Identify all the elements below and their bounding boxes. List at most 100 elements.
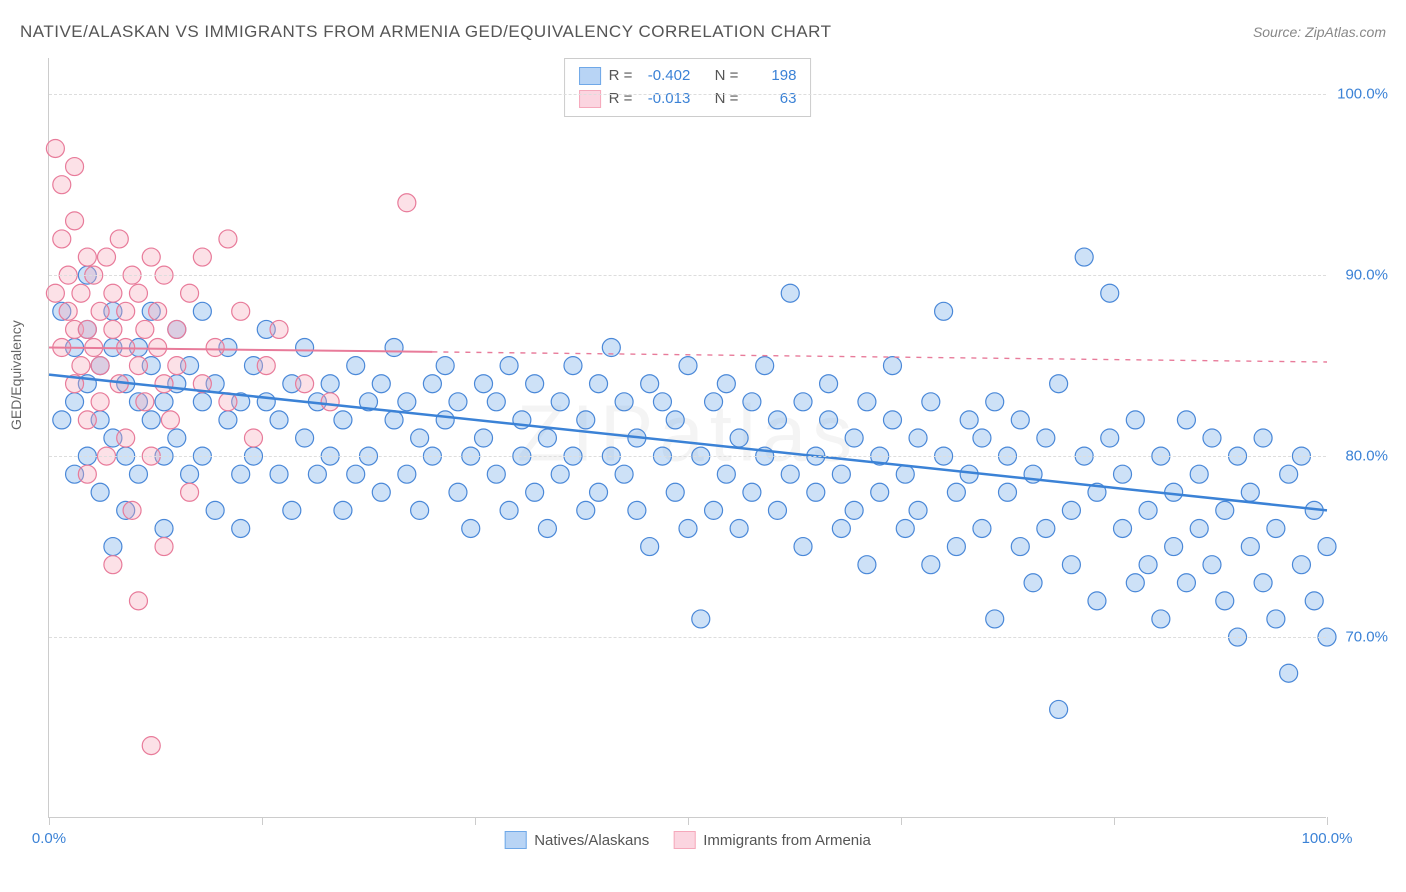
data-point-natives <box>666 483 684 501</box>
data-point-natives <box>781 465 799 483</box>
legend-label-natives: Natives/Alaskans <box>534 832 649 849</box>
plot-area: ZIPatlas R = -0.402 N = 198 R = -0.013 N… <box>48 58 1326 818</box>
data-point-armenia <box>129 284 147 302</box>
data-point-armenia <box>168 320 186 338</box>
data-point-natives <box>308 465 326 483</box>
data-point-natives <box>334 411 352 429</box>
data-point-natives <box>883 357 901 375</box>
gridline <box>49 275 1326 276</box>
data-point-natives <box>1216 592 1234 610</box>
data-point-natives <box>91 483 109 501</box>
data-point-armenia <box>149 339 167 357</box>
data-point-armenia <box>59 302 77 320</box>
data-point-armenia <box>168 357 186 375</box>
data-point-natives <box>896 465 914 483</box>
data-point-armenia <box>104 556 122 574</box>
data-point-natives <box>475 429 493 447</box>
data-point-natives <box>1088 592 1106 610</box>
data-point-armenia <box>270 320 288 338</box>
data-point-natives <box>385 411 403 429</box>
stat-R-label: R = <box>609 88 633 111</box>
data-point-armenia <box>232 302 250 320</box>
xtick <box>688 817 689 825</box>
data-point-natives <box>730 429 748 447</box>
legend-swatch-natives <box>504 831 526 849</box>
data-point-natives <box>538 519 556 537</box>
data-point-natives <box>436 411 454 429</box>
data-point-armenia <box>136 320 154 338</box>
data-point-natives <box>1177 411 1195 429</box>
data-point-natives <box>1050 700 1068 718</box>
data-point-natives <box>717 375 735 393</box>
data-point-armenia <box>72 284 90 302</box>
legend-label-armenia: Immigrants from Armenia <box>703 832 871 849</box>
data-point-natives <box>577 411 595 429</box>
data-point-natives <box>1292 556 1310 574</box>
data-point-natives <box>1305 592 1323 610</box>
data-point-natives <box>692 610 710 628</box>
data-point-natives <box>820 375 838 393</box>
data-point-natives <box>168 429 186 447</box>
data-point-natives <box>947 538 965 556</box>
data-point-natives <box>372 483 390 501</box>
data-point-natives <box>768 501 786 519</box>
data-point-armenia <box>142 737 160 755</box>
data-point-armenia <box>46 139 64 157</box>
data-point-natives <box>1280 465 1298 483</box>
ytick-label: 100.0% <box>1337 86 1388 103</box>
data-point-armenia <box>136 393 154 411</box>
data-point-natives <box>411 501 429 519</box>
data-point-natives <box>270 465 288 483</box>
ytick-label: 70.0% <box>1345 629 1388 646</box>
data-point-natives <box>551 465 569 483</box>
gridline <box>49 456 1326 457</box>
stat-R-natives: -0.402 <box>640 65 690 88</box>
data-point-natives <box>1075 248 1093 266</box>
data-point-natives <box>500 357 518 375</box>
data-point-armenia <box>149 302 167 320</box>
data-point-natives <box>794 393 812 411</box>
xtick-label: 0.0% <box>32 830 66 847</box>
data-point-armenia <box>78 411 96 429</box>
data-point-natives <box>232 465 250 483</box>
data-point-natives <box>794 538 812 556</box>
data-point-natives <box>960 411 978 429</box>
data-point-natives <box>832 465 850 483</box>
data-point-natives <box>705 393 723 411</box>
stat-N-natives: 198 <box>746 65 796 88</box>
y-axis-label: GED/Equivalency <box>8 320 24 430</box>
data-point-armenia <box>66 212 84 230</box>
data-point-natives <box>1203 556 1221 574</box>
data-point-natives <box>999 483 1017 501</box>
data-point-natives <box>347 357 365 375</box>
data-point-natives <box>296 339 314 357</box>
data-point-natives <box>500 501 518 519</box>
data-point-natives <box>155 393 173 411</box>
data-point-natives <box>1190 465 1208 483</box>
correlation-stats-box: R = -0.402 N = 198 R = -0.013 N = 63 <box>564 58 812 117</box>
data-point-natives <box>883 411 901 429</box>
data-point-natives <box>705 501 723 519</box>
data-point-armenia <box>78 465 96 483</box>
data-point-armenia <box>110 230 128 248</box>
data-point-armenia <box>257 357 275 375</box>
data-point-armenia <box>398 194 416 212</box>
data-point-natives <box>858 393 876 411</box>
data-point-armenia <box>46 284 64 302</box>
data-point-armenia <box>161 411 179 429</box>
data-point-natives <box>538 429 556 447</box>
data-point-natives <box>1216 501 1234 519</box>
xtick <box>262 817 263 825</box>
data-point-natives <box>845 501 863 519</box>
data-point-natives <box>896 519 914 537</box>
xtick <box>1327 817 1328 825</box>
data-point-natives <box>257 393 275 411</box>
data-point-natives <box>1011 411 1029 429</box>
data-point-natives <box>526 375 544 393</box>
data-point-natives <box>181 465 199 483</box>
data-point-natives <box>756 357 774 375</box>
data-point-natives <box>590 375 608 393</box>
data-point-armenia <box>244 429 262 447</box>
data-point-natives <box>398 393 416 411</box>
data-point-natives <box>641 375 659 393</box>
